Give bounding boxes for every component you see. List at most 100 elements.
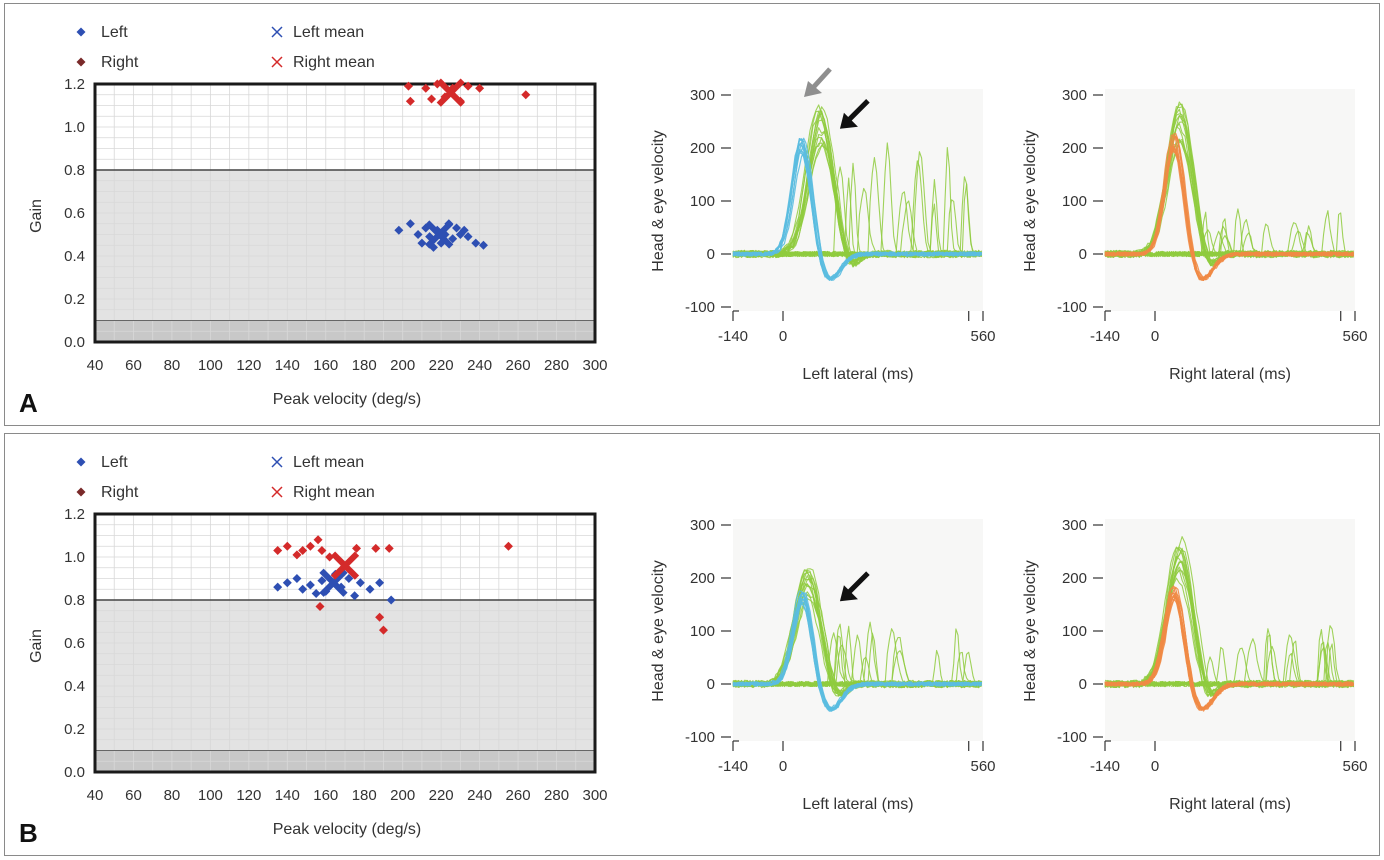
x-tick-label: 260 [506,787,531,804]
x-axis-label: Left lateral (ms) [802,796,913,813]
panel-label-b: B [19,818,38,848]
right-point [403,81,413,91]
y-tick-label: 200 [1062,140,1087,157]
y-tick-label: 0.2 [64,291,85,308]
left-point [355,578,365,588]
x-tick-label: 280 [544,787,569,804]
x-tick-label: 560 [970,328,995,345]
right-point [378,625,388,635]
y-tick-label: 0.4 [64,678,85,695]
plot-area [1105,89,1355,311]
y-tick-label: 0 [707,676,715,693]
right-point [315,601,325,611]
y-tick-label: 0 [1079,246,1087,263]
left-point [365,584,375,594]
y-tick-label: 100 [1062,623,1087,640]
y-tick-label: 300 [690,517,715,534]
y-tick-label: -100 [1057,729,1087,746]
x-tick-label: 560 [1342,758,1367,775]
right-point [384,543,394,553]
panel-label-a: A [19,388,38,418]
left-point [413,230,423,239]
y-axis-label: Gain [28,199,45,233]
x-tick-label: 0 [779,758,787,775]
legend-left-label: Left [101,454,128,471]
y-axis-label: Head & eye velocity [1022,130,1039,271]
x-tick-label: 200 [390,357,415,374]
legend-right-mean-label: Right mean [293,484,375,501]
x-tick-label: 240 [467,787,492,804]
x-axis-label: Right lateral (ms) [1169,366,1291,383]
panel-a: Left Right Left mean Right mean 40 60 80 100 120… [4,3,1380,426]
x-tick-label: 280 [544,357,569,374]
legend-left-mean-label: Left mean [293,24,364,41]
left-point [471,238,481,248]
trace-group [1104,536,1355,712]
legend-right-mean-label: Right mean [293,54,375,71]
x-tick-label: 300 [582,357,607,374]
x-axis-label: Peak velocity (deg/s) [273,391,422,408]
legend-right-label: Right [101,54,139,71]
y-tick-label: 0 [707,246,715,263]
legend-right-mean-marker [271,56,283,68]
y-tick-label: 1.0 [64,549,85,566]
x-tick-label: -140 [718,328,748,345]
left-lateral-chart: 300 200 100 0 -100-140 0 560 Left lateral (ms) H… [650,517,996,813]
black-arrow [839,571,870,602]
x-tick-label: 100 [198,787,223,804]
left-point [350,591,360,601]
y-tick-label: -100 [685,299,715,316]
right-point [427,94,437,104]
x-tick-label: 220 [429,787,454,804]
right-point [371,543,381,553]
y-tick-label: 0.8 [64,162,85,179]
left-point [344,574,354,583]
legend-right-mean-marker [271,486,283,498]
legend: Left Right Left mean Right mean [76,24,375,71]
y-tick-label: 0.6 [64,205,85,222]
y-axis-label: Gain [28,629,45,663]
left-point [305,580,315,590]
x-tick-label: 560 [970,758,995,775]
legend-left-label: Left [101,24,128,41]
left-point [298,584,308,594]
right-point [503,541,513,551]
y-tick-label: 0.2 [64,721,85,738]
legend-left-mean-label: Left mean [293,454,364,471]
left-point [417,238,427,248]
left-point [463,232,473,242]
right-point [313,535,323,545]
x-tick-label: 220 [429,357,454,374]
x-tick-label: 300 [582,787,607,804]
eye-velocity-trace [732,148,983,281]
plot-frame [93,82,597,344]
left-point [292,574,302,583]
x-tick-label: 80 [164,357,181,374]
left-point [317,576,327,586]
left-point [405,219,415,229]
eye-velocity-trace [1104,145,1355,281]
x-tick-label: 240 [467,357,492,374]
x-tick-label: -140 [1090,758,1120,775]
legend-left-mean-marker [271,456,283,468]
y-tick-label: 0.0 [64,334,85,351]
right-mean-point [436,78,465,107]
right-point [282,541,292,551]
legend-right-marker [76,57,86,67]
x-tick-label: 0 [1151,328,1159,345]
plot-area [733,519,983,741]
legend-right-marker [76,487,86,497]
left-mean-point [319,568,348,597]
black-arrow [839,99,870,129]
y-tick-label: 100 [1062,193,1087,210]
left-point [375,578,385,588]
left-point [478,240,488,250]
right-point [317,546,327,556]
x-tick-label: -140 [718,758,748,775]
gain-scatter-chart: 40 60 80 100 120 140 160 180 200 220 240 260 280 300 0… [28,506,608,838]
x-tick-label: 100 [198,357,223,374]
x-tick-label: 180 [352,787,377,804]
trace-group [732,568,983,712]
x-tick-label: -140 [1090,328,1120,345]
y-tick-label: 0.0 [64,764,85,781]
